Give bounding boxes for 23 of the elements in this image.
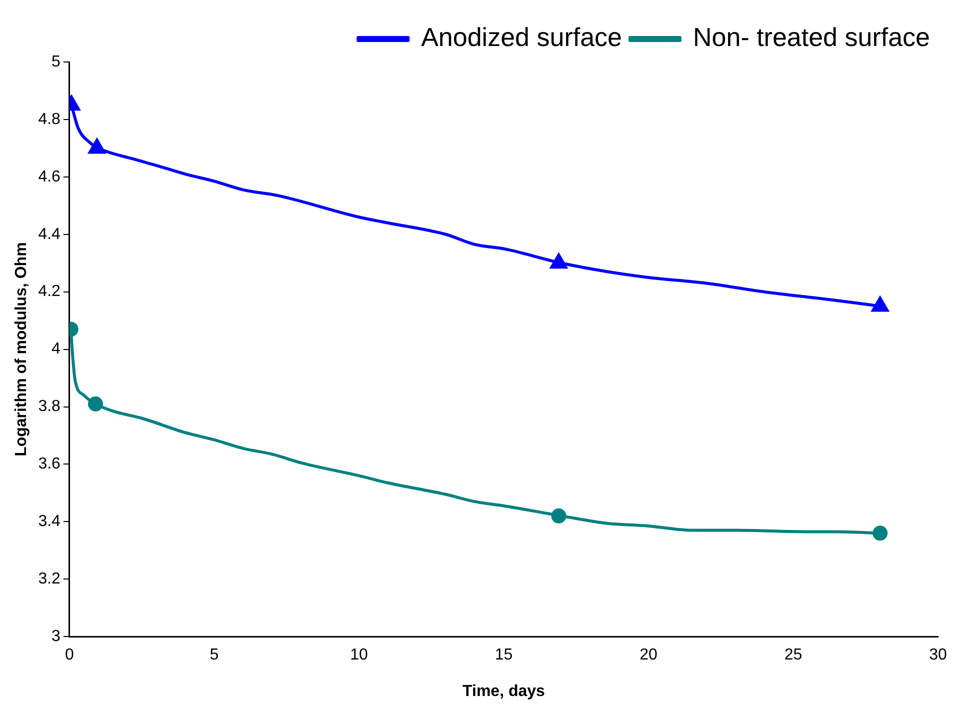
- y-tick-label: 4.4: [38, 226, 61, 243]
- legend-label: Anodized surface: [421, 22, 622, 52]
- y-tick-label: 3.6: [38, 456, 61, 473]
- x-tick-label: 10: [350, 646, 368, 664]
- legend-label: Non- treated surface: [692, 22, 930, 52]
- x-tick-label: 5: [210, 646, 219, 664]
- y-tick-label: 4: [52, 340, 61, 358]
- x-tick-label: 0: [64, 646, 74, 664]
- x-tick-label: 20: [640, 646, 658, 664]
- y-tick-label: 3.4: [38, 513, 61, 530]
- y-tick-label: 4.8: [38, 110, 61, 128]
- x-axis-title: Time, days: [462, 682, 546, 700]
- point: [872, 296, 889, 312]
- x-tick-label: 30: [929, 646, 947, 664]
- y-tick-label: 4.2: [38, 283, 61, 300]
- y-tick-label: 3: [52, 628, 61, 646]
- x-tick-label: 25: [784, 646, 802, 664]
- x-tick-label: 15: [494, 646, 513, 664]
- y-tick-label: 3.8: [38, 398, 61, 416]
- y-tick-label: 5: [52, 53, 61, 70]
- y-tick-label: 4.6: [38, 168, 61, 186]
- y-axis-title: Logarithm of modulus, Ohm: [13, 242, 30, 456]
- y-tick-label: 3.2: [38, 570, 61, 588]
